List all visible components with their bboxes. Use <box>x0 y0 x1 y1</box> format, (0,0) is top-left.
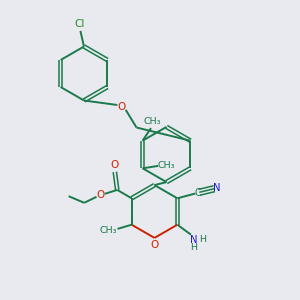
Text: CH₃: CH₃ <box>143 117 160 126</box>
Text: H: H <box>200 235 206 244</box>
Text: N: N <box>213 183 220 193</box>
Text: O: O <box>150 239 159 250</box>
Text: O: O <box>111 160 119 170</box>
Text: C: C <box>194 188 201 198</box>
Text: CH₃: CH₃ <box>100 226 117 235</box>
Text: N: N <box>190 235 198 245</box>
Text: O: O <box>97 190 105 200</box>
Text: H: H <box>190 243 197 252</box>
Text: O: O <box>117 102 126 112</box>
Text: Cl: Cl <box>75 19 85 29</box>
Text: CH₃: CH₃ <box>158 161 175 170</box>
